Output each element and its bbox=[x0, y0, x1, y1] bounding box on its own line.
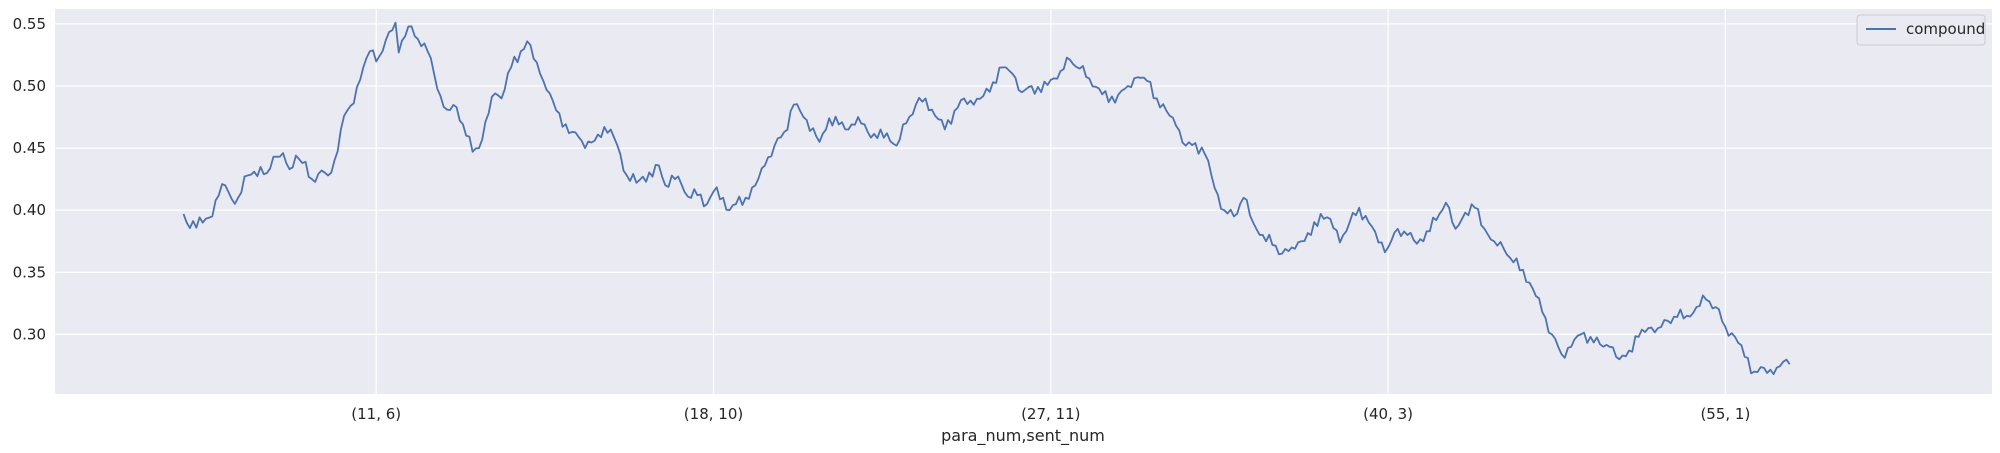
legend: compound bbox=[1856, 14, 1986, 46]
x-tick-labels: (11, 6) (18, 10) (27, 11) (40, 3) (55, 1) bbox=[351, 405, 1750, 423]
legend-label-compound: compound bbox=[1906, 20, 1985, 38]
plot-area bbox=[55, 9, 1992, 394]
y-tick-label: 0.55 bbox=[13, 15, 46, 33]
x-tick-label: (27, 11) bbox=[1021, 405, 1080, 423]
x-tick-label: (40, 3) bbox=[1363, 405, 1413, 423]
y-tick-label: 0.40 bbox=[13, 201, 46, 219]
y-tick-labels: 0.30 0.35 0.40 0.45 0.50 0.55 bbox=[13, 15, 46, 343]
series-line-compound bbox=[182, 21, 1791, 376]
x-tick-label: (11, 6) bbox=[351, 405, 401, 423]
y-tick-label: 0.35 bbox=[13, 263, 46, 281]
x-tick-label: (55, 1) bbox=[1700, 405, 1750, 423]
y-tick-label: 0.30 bbox=[13, 325, 46, 343]
legend-box bbox=[1856, 14, 1986, 46]
series-layer bbox=[182, 21, 1791, 376]
y-tick-label: 0.50 bbox=[13, 77, 46, 95]
y-tick-label: 0.45 bbox=[13, 139, 46, 157]
x-tick-label: (18, 10) bbox=[684, 405, 743, 423]
grid-lines bbox=[55, 9, 1992, 394]
x-axis-label: para_num,sent_num bbox=[941, 426, 1105, 446]
